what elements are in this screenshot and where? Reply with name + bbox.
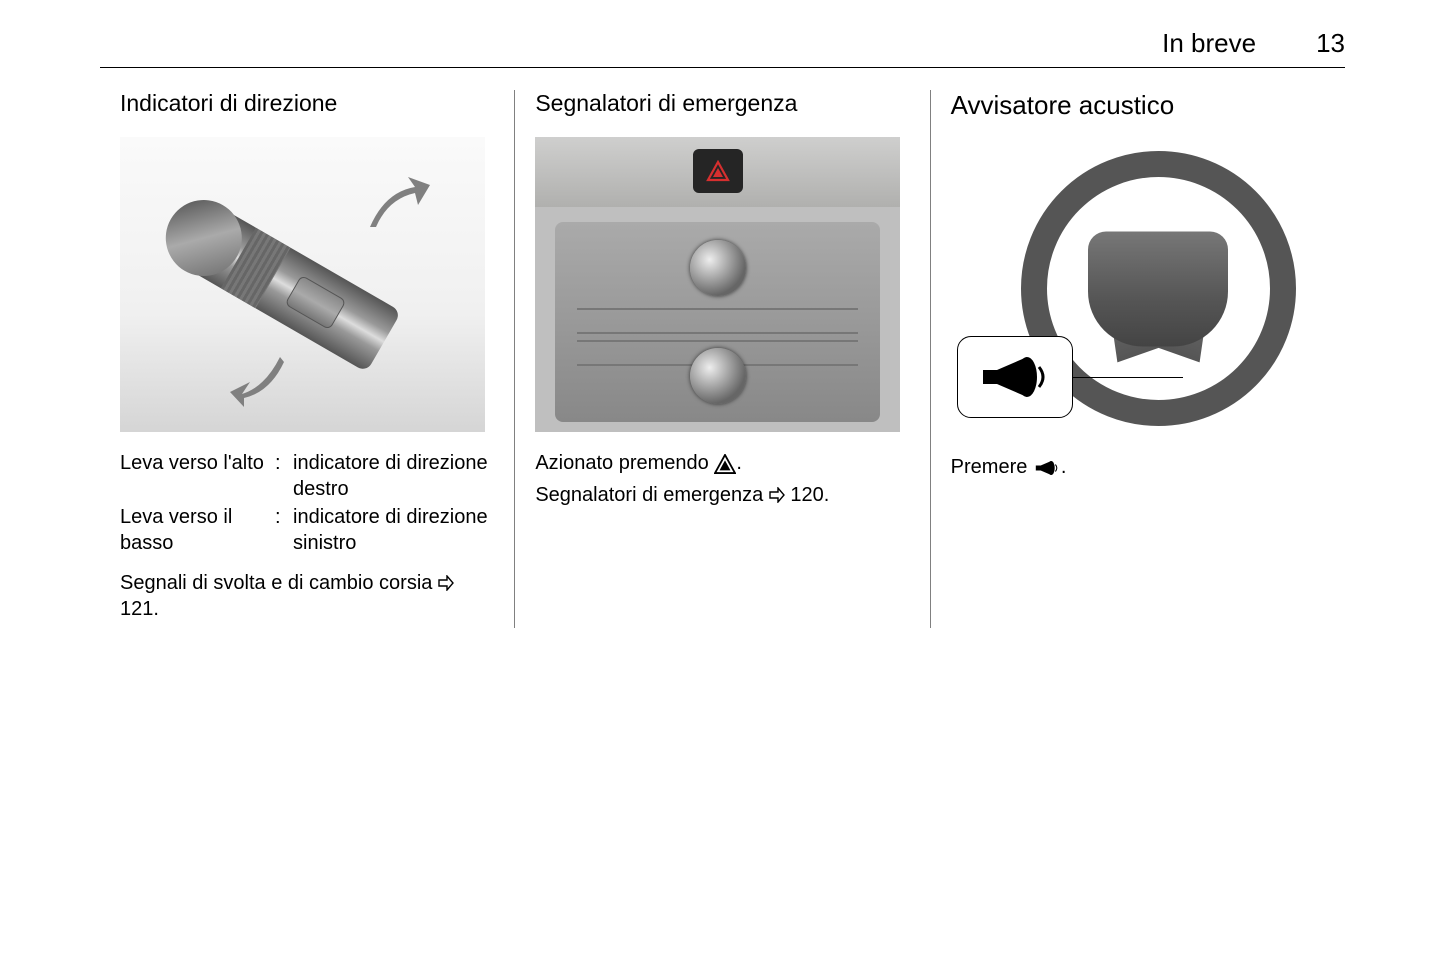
ref-page-number: 121. — [120, 598, 159, 620]
horn-icon — [975, 352, 1055, 402]
horn-callout-box — [957, 336, 1073, 418]
header-section-title: In breve — [1162, 28, 1256, 59]
definition-table: Leva verso l'alto : indicatore di direzi… — [120, 450, 494, 556]
column-turn-signals: Indicatori di direzione Leva verso l'alt… — [100, 90, 515, 628]
heading-horn: Avvisatore acustico — [951, 90, 1325, 121]
horn-instruction: Premere . — [951, 454, 1325, 480]
illustration-steering-wheel-horn — [951, 141, 1316, 436]
column-horn: Avvisatore acustico Premere — [931, 90, 1345, 628]
definition-row: Leva verso il basso : indicatore di dire… — [120, 504, 494, 556]
steering-wheel-hub — [1088, 231, 1228, 346]
reference-arrow-icon — [769, 487, 785, 503]
definition-row: Leva verso l'alto : indicatore di direzi… — [120, 450, 494, 502]
cross-reference-text: Segnalatori di emergenza 120. — [535, 482, 909, 508]
radio-knob-upper — [690, 240, 746, 296]
def-desc: indicatore di direzione sinistro — [293, 504, 494, 556]
callout-leader-line — [1073, 377, 1183, 378]
horn-icon — [1033, 458, 1061, 478]
def-desc: indicatore di direzione destro — [293, 450, 494, 502]
hazard-button — [693, 149, 743, 193]
header-page-number: 13 — [1316, 28, 1345, 59]
def-colon: : — [275, 504, 293, 556]
def-term: Leva verso l'alto — [120, 450, 275, 502]
illustration-hazard-console — [535, 137, 900, 432]
page-header: In breve 13 — [100, 28, 1345, 68]
radio-button-row — [577, 308, 858, 334]
column-hazard-lights: Segnalatori di emergenza Azionato premen… — [515, 90, 930, 628]
def-term: Leva verso il basso — [120, 504, 275, 556]
instr-post: . — [736, 452, 742, 474]
instr-pre: Premere — [951, 456, 1033, 478]
illustration-turn-signal-stalk — [120, 137, 485, 432]
radio-knob-lower — [690, 348, 746, 404]
content-columns: Indicatori di direzione Leva verso l'alt… — [100, 90, 1345, 628]
hazard-instruction: Azionato premendo . — [535, 450, 909, 476]
reference-arrow-icon — [438, 575, 454, 591]
def-colon: : — [275, 450, 293, 502]
ref-text-pre: Segnalatori di emergenza — [535, 484, 768, 506]
hazard-triangle-icon — [714, 454, 736, 474]
radio-panel — [555, 222, 880, 422]
console-top-strip — [535, 137, 900, 207]
instr-pre: Azionato premendo — [535, 452, 714, 474]
cross-reference-text: Segnali di svolta e di cambio corsia 121… — [120, 570, 494, 622]
arrow-down-icon — [230, 352, 290, 407]
heading-turn-signals: Indicatori di direzione — [120, 90, 494, 117]
ref-text-pre: Segnali di svolta e di cambio corsia — [120, 572, 438, 594]
heading-hazard-lights: Segnalatori di emergenza — [535, 90, 909, 117]
instr-post: . — [1061, 456, 1067, 478]
stalk-menu-button — [284, 275, 346, 330]
ref-page-number: 120. — [790, 484, 829, 506]
hazard-triangle-icon — [706, 160, 730, 182]
arrow-up-icon — [360, 177, 430, 232]
